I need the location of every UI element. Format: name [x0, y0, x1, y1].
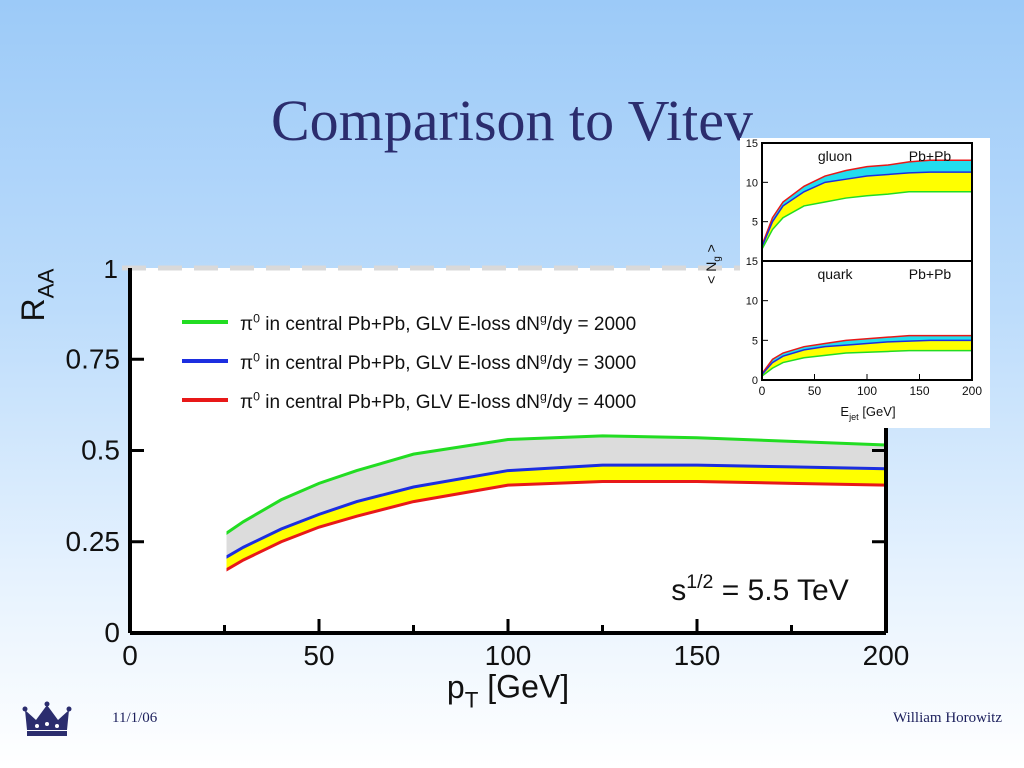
y-tick-label-2: 0.5	[81, 435, 120, 466]
inset-system-label-1: Pb+Pb	[909, 266, 952, 282]
y-tick-label-3: 0.75	[66, 343, 121, 374]
legend-item-2: π0 in central Pb+Pb, GLV E-loss dNg/dy =…	[240, 389, 636, 413]
inset-panel-label-0: gluon	[818, 148, 852, 164]
inset-y-axis-label: < Ng >	[703, 244, 723, 284]
band-0	[224, 435, 886, 559]
inset-line-1-2	[761, 349, 972, 377]
crown-logo-icon	[22, 701, 72, 736]
legend-item-0: π0 in central Pb+Pb, GLV E-loss dNg/dy =…	[240, 311, 636, 335]
x-tick-label-2: 100	[485, 640, 532, 671]
slide-title: Comparison to Vitev	[271, 88, 753, 153]
inset-x-axis-label: Ejet [GeV]	[840, 404, 895, 422]
inset-line-1-1	[761, 339, 972, 375]
y-tick-label-0: 0	[104, 617, 120, 648]
y-tick-label-top: 1	[104, 254, 118, 284]
inset-xtick-label-2: 100	[857, 384, 877, 398]
energy-annotation: s1/2 = 5.5 TeV	[671, 571, 849, 607]
inset-xtick-label-0: 0	[759, 384, 766, 398]
y-tick-label-1: 0.25	[66, 526, 121, 557]
inset-ytick-label-1-3: 15	[746, 256, 758, 268]
inset-line-0-0	[761, 159, 972, 246]
inset-band-1-1	[762, 340, 972, 377]
inset-ytick-label-1-2: 10	[746, 296, 758, 308]
y-axis-label: RAA	[15, 268, 59, 321]
series-line-2	[223, 480, 887, 573]
inset-ytick-label-0-0: 5	[752, 217, 758, 229]
inset-panel-label-1: quark	[817, 266, 853, 282]
inset-line-0-1	[761, 171, 972, 248]
series-line-1	[223, 463, 887, 560]
inset-xtick-label-1: 50	[808, 384, 822, 398]
footer-date: 11/1/06	[112, 710, 158, 726]
series-line-0	[223, 434, 887, 536]
inset-line-1-0	[761, 334, 972, 375]
inset-ytick-label-1-1: 5	[752, 335, 758, 347]
legend-item-1: π0 in central Pb+Pb, GLV E-loss dNg/dy =…	[240, 350, 636, 374]
x-axis-label: pT [GeV]	[447, 669, 569, 713]
x-tick-label-4: 200	[863, 640, 910, 671]
inset-line-0-2	[761, 191, 972, 250]
inset-ytick-label-0-1: 10	[746, 177, 758, 189]
x-tick-label-1: 50	[303, 640, 334, 671]
band-1	[224, 465, 886, 571]
inset-xtick-label-4: 200	[962, 384, 982, 398]
inset-system-label-0: Pb+Pb	[909, 148, 952, 164]
footer-author: William Horowitz	[893, 710, 1002, 726]
x-tick-label-0: 0	[122, 640, 138, 671]
inset-xtick-label-3: 150	[909, 384, 929, 398]
inset-ytick-label-0-2: 15	[746, 138, 758, 150]
inset-ytick-label-1-0: 0	[752, 375, 758, 387]
x-tick-label-3: 150	[674, 640, 721, 671]
